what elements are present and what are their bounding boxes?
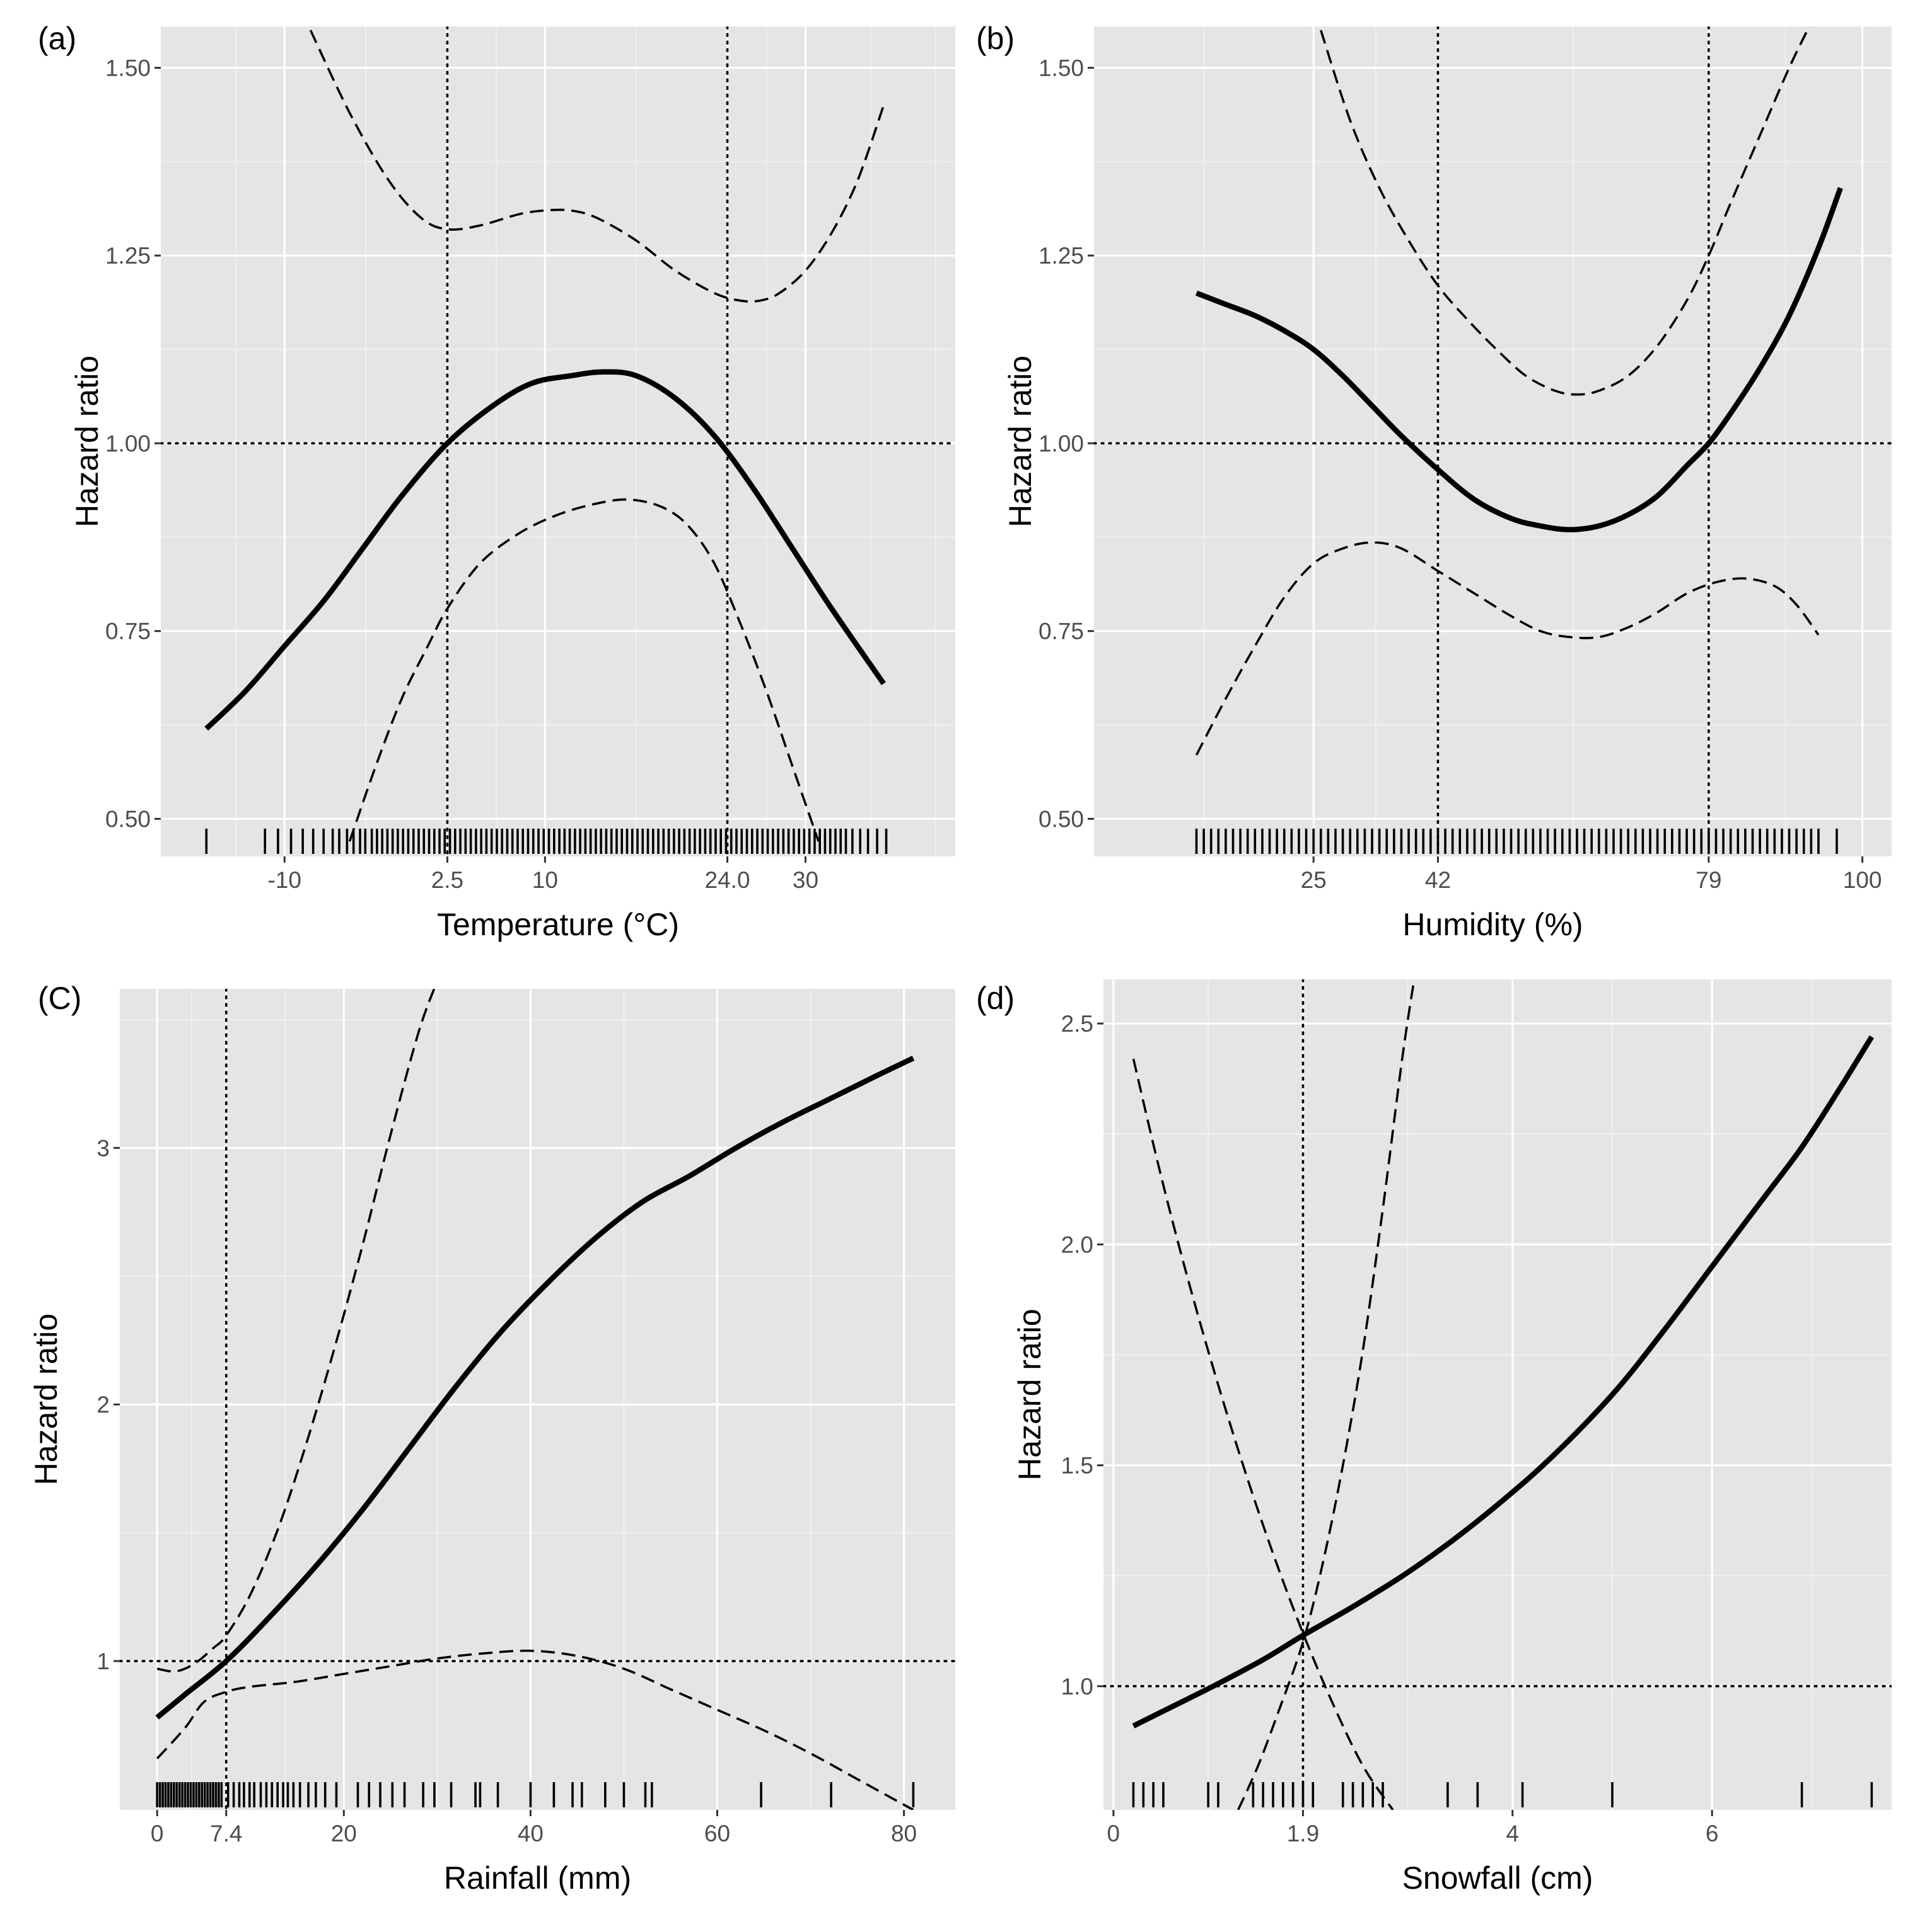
hazard-ratio-curve-hazard_ratio [1132,1035,1875,1729]
x-axis-title: Humidity (%) [1402,907,1583,942]
x-tick-label: 40 [518,1821,544,1846]
y-tick-label: 1.50 [105,55,151,81]
panel-b: 0.50 0.75 1.00 1.25 1.50 25 42 79 100 Humidity (%… [976,21,1892,942]
x-tick-label: 24.0 [705,867,750,893]
y-tick-label: 1.0 [1061,1674,1093,1700]
plot-background-a [161,26,955,856]
confidence-band-falling_ci [1132,1058,1394,1810]
plot-area-c [120,989,955,1810]
x-axis-title: Snowfall (cm) [1402,1860,1593,1896]
x-tick-label: 4 [1506,1821,1519,1846]
y-tick-label: 0.75 [1039,619,1084,644]
x-tick-label: 42 [1425,867,1451,893]
hazard-ratio-curve-hazard_ratio [204,369,886,731]
y-tick-label: 1.25 [105,243,151,269]
plot-background-c [120,989,955,1810]
y-tick-label: 2.5 [1061,1011,1093,1037]
plot-background-d [1103,979,1892,1810]
panel-label: (a) [38,21,76,56]
confidence-band-upper_ci [309,30,885,303]
plot-area-a [161,26,955,856]
x-tick-label: 1.9 [1287,1821,1319,1846]
plot-area-d [1103,979,1892,1810]
x-tick-label: 100 [1843,867,1882,893]
x-tick-label: 0 [1107,1821,1120,1846]
panel-d: 1.0 1.5 2.0 2.5 0 1.9 4 6 Snowfall (cm) Hazard ra… [976,979,1892,1896]
x-axis-title: Rainfall (mm) [444,1860,631,1896]
x-tick-label: 7.4 [210,1821,242,1846]
plot-area-b [1094,26,1892,856]
x-axis-title: Temperature (°C) [437,907,679,942]
y-tick-label: 0.50 [105,806,151,832]
y-tick-label: 0.50 [1039,806,1084,832]
panel-label: (d) [976,981,1015,1016]
y-axis-title: Hazard ratio [28,1314,64,1485]
panel-c: 1 2 3 0 7.4 20 40 60 80 Rainfall (mm) Hazard ratio… [28,981,955,1896]
y-axis-title: Hazard ratio [1003,356,1038,527]
confidence-band-lower_ci [1195,541,1820,756]
confidence-band-lower_rising_ci [1237,979,1416,1810]
x-tick-label: 20 [331,1821,357,1846]
panel-label: (b) [976,21,1015,56]
x-tick-label: 79 [1696,867,1721,893]
x-tick-label: 6 [1706,1821,1719,1846]
x-tick-label: -10 [267,867,301,893]
confidence-band-upper_ci [1320,26,1811,396]
x-tick-label: 0 [151,1821,164,1846]
y-tick-label: 3 [96,1135,110,1161]
y-tick-label: 1 [96,1648,110,1674]
panel-a: 0.50 0.75 1.00 1.25 1.50 -10 2.5 10 24.0 30 Temper… [38,21,955,942]
confidence-band-lower_ci [156,1649,914,1810]
y-axis-title: Hazard ratio [69,356,105,527]
panel-label: (C) [38,981,81,1016]
y-tick-label: 1.00 [1039,431,1084,457]
y-tick-label: 1.00 [105,431,151,457]
y-tick-label: 1.50 [1039,55,1084,81]
x-tick-label: 30 [793,867,818,893]
plot-background-b [1094,26,1892,856]
confidence-band-lower_ci [348,498,820,842]
x-tick-label: 80 [891,1821,917,1846]
confidence-band-upper_ci [156,989,436,1673]
x-tick-label: 60 [704,1821,730,1846]
x-tick-label: 10 [532,867,558,893]
y-tick-label: 0.75 [105,619,151,644]
y-tick-label: 2.0 [1061,1232,1093,1257]
hazard-ratio-curve-hazard_ratio [1195,187,1843,533]
x-tick-label: 25 [1301,867,1327,893]
hazard-ratio-curve-hazard_ratio [155,1056,915,1720]
x-tick-label: 2.5 [431,867,463,893]
y-tick-label: 1.5 [1061,1453,1093,1479]
y-tick-label: 1.25 [1039,243,1084,269]
y-axis-title: Hazard ratio [1012,1309,1047,1480]
y-tick-label: 2 [96,1392,110,1418]
